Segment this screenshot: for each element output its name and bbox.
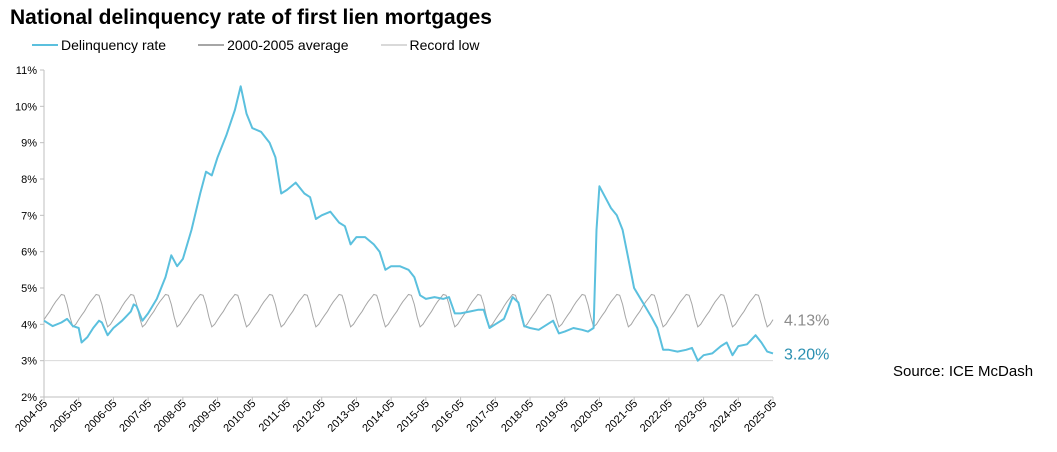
- x-tick-label: 2019-05: [534, 398, 571, 435]
- labels-layer: 2%3%4%5%6%7%8%9%10%11%2004-052005-052006…: [13, 65, 829, 435]
- x-tick-label: 2023-05: [673, 398, 710, 435]
- x-tick-label: 2024-05: [707, 398, 744, 435]
- series-layer: [43, 85, 774, 362]
- y-tick-label: 5%: [21, 283, 37, 295]
- axes: [40, 69, 774, 401]
- x-tick-label: 2018-05: [499, 398, 536, 435]
- chart-title: National delinquency rate of first lien …: [10, 6, 492, 29]
- legend-item-delinquency: Delinquency rate: [32, 37, 166, 53]
- x-tick-label: 2020-05: [569, 398, 606, 435]
- x-tick-label: 2025-05: [742, 398, 779, 435]
- x-tick-label: 2016-05: [430, 398, 467, 435]
- legend-swatch-average: [198, 44, 225, 46]
- legend-swatch-record-low: [380, 44, 407, 46]
- x-tick-label: 2022-05: [638, 398, 675, 435]
- y-tick-label: 10%: [15, 101, 37, 113]
- legend-swatch-delinquency: [32, 44, 58, 46]
- x-tick-label: 2008-05: [152, 398, 189, 435]
- x-tick-label: 2009-05: [187, 398, 224, 435]
- source-note: Source: ICE McDash: [893, 363, 1034, 380]
- x-tick-label: 2015-05: [395, 398, 432, 435]
- x-tick-label: 2012-05: [291, 398, 328, 435]
- y-tick-label: 11%: [16, 65, 37, 77]
- x-tick-label: 2017-05: [464, 398, 501, 435]
- y-tick-label: 2%: [21, 392, 37, 404]
- y-tick-label: 6%: [21, 247, 37, 259]
- legend-label-average: 2000-2005 average: [227, 37, 349, 53]
- x-tick-label: 2010-05: [221, 398, 258, 435]
- x-tick-label: 2005-05: [48, 398, 85, 435]
- y-tick-label: 3%: [21, 356, 37, 368]
- series-delinquency-line: [43, 85, 774, 362]
- x-tick-label: 2006-05: [83, 398, 120, 435]
- legend-label-record-low: Record low: [409, 37, 480, 53]
- end-label-delinquency: 3.20%: [784, 346, 829, 363]
- legend-label-delinquency: Delinquency rate: [61, 37, 167, 53]
- x-tick-label: 2013-05: [326, 398, 363, 435]
- x-tick-label: 2007-05: [117, 398, 154, 435]
- y-tick-label: 7%: [21, 210, 37, 222]
- x-tick-label: 2011-05: [257, 398, 293, 434]
- y-tick-label: 4%: [21, 319, 37, 331]
- end-label-average: 4.13%: [784, 313, 829, 330]
- x-tick-label: 2014-05: [360, 398, 397, 435]
- y-tick-label: 9%: [21, 138, 37, 150]
- legend: Delinquency rate 2000-2005 average Recor…: [32, 37, 512, 53]
- legend-item-record-low: Record low: [380, 37, 480, 53]
- legend-item-average: 2000-2005 average: [198, 37, 349, 53]
- y-tick-label: 8%: [21, 174, 37, 186]
- series-average-line: [43, 293, 774, 328]
- x-tick-label: 2021-05: [603, 398, 640, 435]
